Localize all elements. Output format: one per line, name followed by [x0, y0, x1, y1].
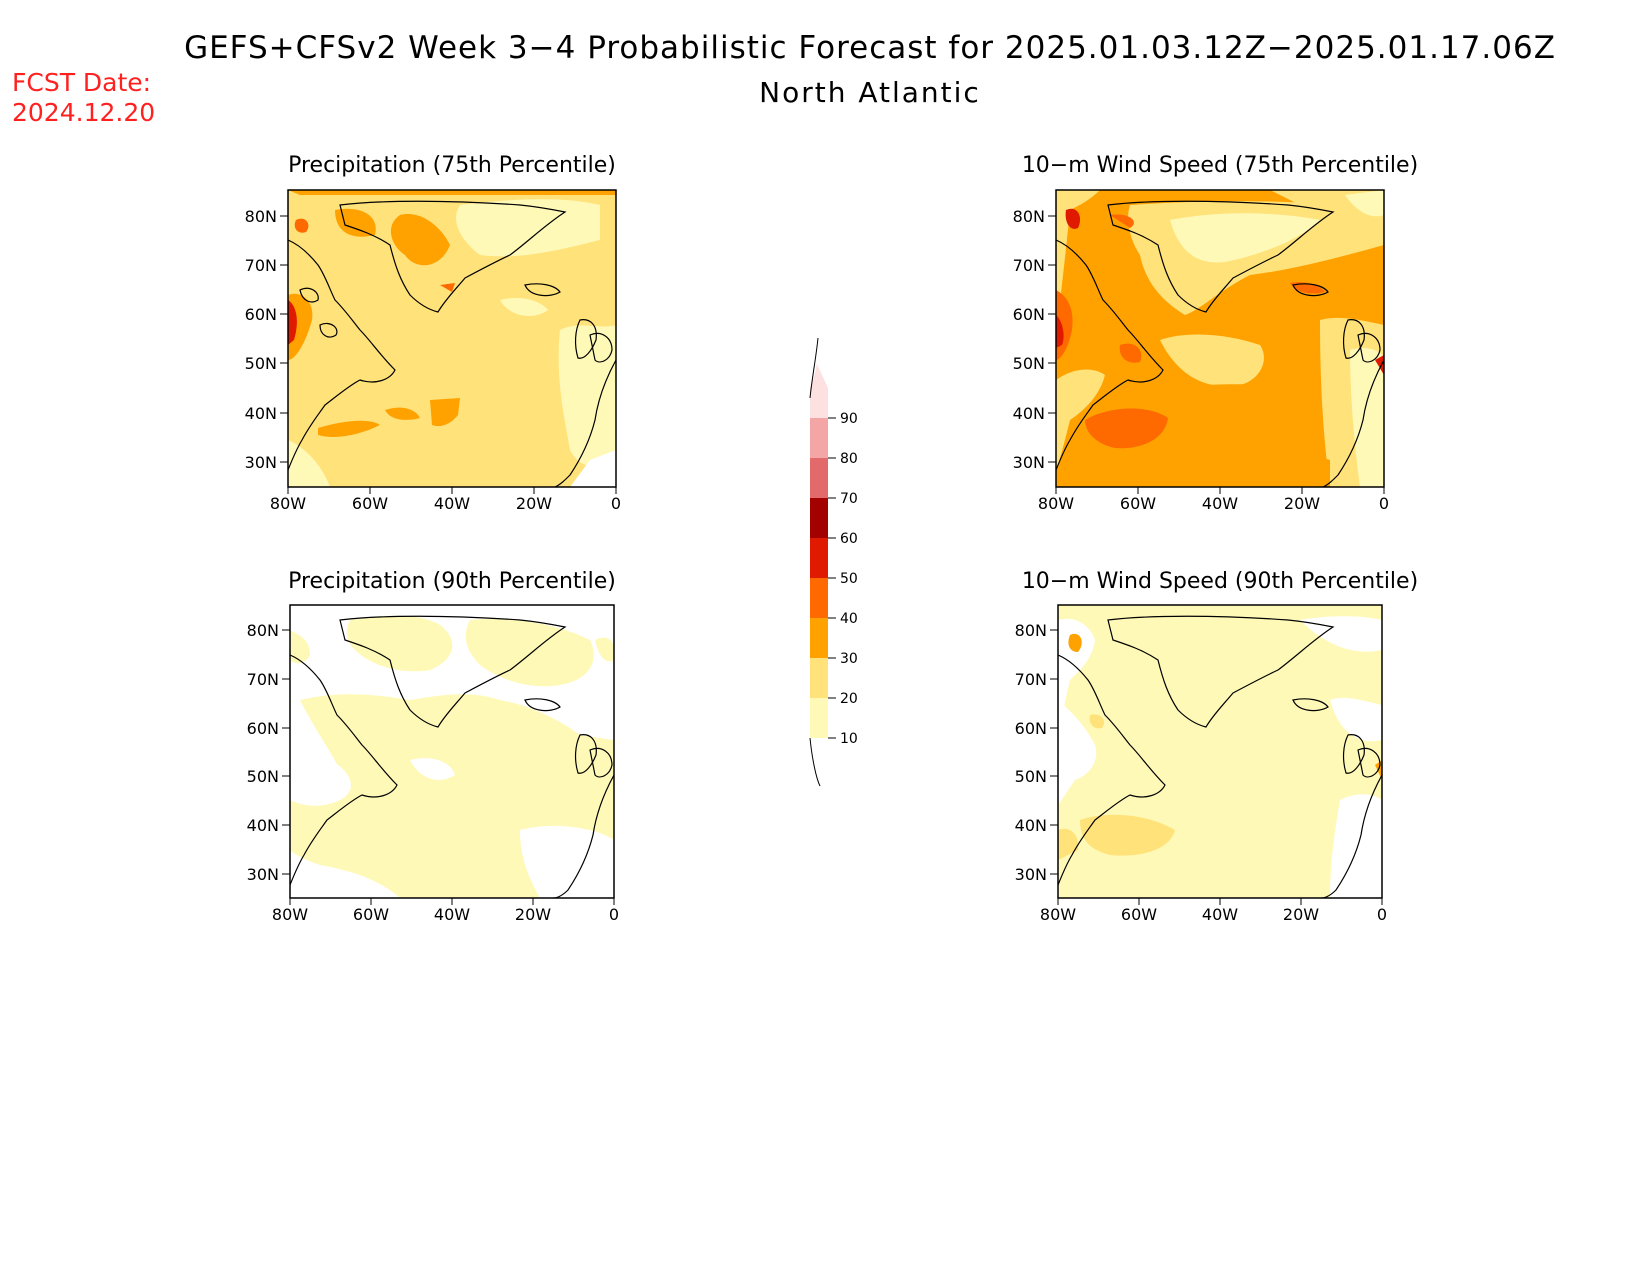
svg-text:20W: 20W: [515, 905, 551, 924]
coastline: [1056, 200, 1384, 487]
page-title: GEFS+CFSv2 Week 3−4 Probabilistic Foreca…: [184, 30, 1556, 66]
svg-text:70N: 70N: [247, 670, 279, 689]
legend-label: 70: [840, 491, 858, 507]
lat-axis: 80N 70N 60N 50N 40N 30N: [1015, 621, 1058, 884]
svg-text:20W: 20W: [1283, 905, 1319, 924]
svg-text:60W: 60W: [1120, 494, 1156, 513]
coastline: [290, 615, 614, 898]
legend-label: 80: [840, 451, 858, 467]
svg-text:80W: 80W: [1040, 905, 1076, 924]
svg-text:30N: 30N: [247, 865, 279, 884]
svg-text:80N: 80N: [245, 207, 277, 226]
svg-text:60N: 60N: [1013, 305, 1045, 324]
svg-text:20W: 20W: [1284, 494, 1320, 513]
legend-swatch: [810, 578, 828, 618]
svg-text:60W: 60W: [353, 905, 389, 924]
panel-title: Precipitation (75th Percentile): [288, 153, 616, 178]
legend-bottom-arrow: [809, 737, 821, 787]
svg-text:60W: 60W: [1121, 905, 1157, 924]
svg-text:30N: 30N: [245, 453, 277, 472]
legend-swatch: [810, 698, 828, 738]
panel-title: Precipitation (90th Percentile): [288, 569, 616, 594]
panel-precip-90: Precipitation (90th Percentile) 80N 70N: [247, 569, 619, 924]
svg-text:40N: 40N: [245, 404, 277, 423]
svg-text:40W: 40W: [1202, 494, 1238, 513]
svg-text:70N: 70N: [245, 256, 277, 275]
legend-swatch: [810, 618, 828, 658]
svg-text:60W: 60W: [352, 494, 388, 513]
svg-text:50N: 50N: [245, 354, 277, 373]
legend-label: 20: [840, 691, 858, 707]
panel-title: 10−m Wind Speed (90th Percentile): [1022, 569, 1418, 594]
legend-swatch: [810, 658, 828, 698]
lon-axis: 80W 60W 40W 20W 0: [1038, 487, 1389, 513]
panel-wind-90: 10−m Wind Speed (90th Percentile) 80N 7: [1015, 569, 1419, 924]
legend-swatch: [810, 458, 828, 498]
svg-text:0: 0: [611, 494, 621, 513]
svg-text:80W: 80W: [1038, 494, 1074, 513]
legend-swatch: [810, 498, 828, 538]
svg-text:40W: 40W: [1202, 905, 1238, 924]
legend-label: 60: [840, 531, 858, 547]
legend-swatch: [810, 538, 828, 578]
svg-text:0: 0: [609, 905, 619, 924]
lon-axis: 80W 60W 40W 20W 0: [272, 898, 619, 924]
svg-text:20W: 20W: [516, 494, 552, 513]
legend-label: 50: [840, 571, 858, 587]
legend-label: 30: [840, 651, 858, 667]
svg-text:60N: 60N: [245, 305, 277, 324]
legend-swatch: [810, 362, 828, 418]
svg-text:60N: 60N: [1015, 719, 1047, 738]
coastline: [1058, 615, 1382, 898]
panel-wind-75: 10−m Wind Speed (75th Percentile): [1013, 153, 1419, 513]
coastline: [288, 200, 616, 487]
legend-label: 10: [840, 731, 858, 747]
svg-text:50N: 50N: [1015, 767, 1047, 786]
precip-90-field: [290, 605, 614, 898]
panel-title: 10−m Wind Speed (75th Percentile): [1022, 153, 1418, 178]
forecast-date-value: 2024.12.20: [12, 98, 156, 127]
svg-text:50N: 50N: [247, 767, 279, 786]
legend-label: 40: [840, 611, 858, 627]
page-subtitle: North Atlantic: [759, 76, 981, 109]
svg-text:0: 0: [1379, 494, 1389, 513]
color-legend: 10 20 30 40 50 60 70 80 90: [809, 337, 858, 787]
panel-precip-75: Precipitation (75th Percentile): [245, 153, 621, 513]
svg-text:80N: 80N: [1013, 207, 1045, 226]
wind-90-field: [1058, 605, 1382, 898]
svg-text:40W: 40W: [434, 494, 470, 513]
forecast-date-label: FCST Date:: [12, 68, 152, 97]
svg-text:70N: 70N: [1015, 670, 1047, 689]
svg-text:70N: 70N: [1013, 256, 1045, 275]
svg-text:80W: 80W: [270, 494, 306, 513]
precip-75-field: [288, 190, 616, 487]
svg-text:40N: 40N: [1015, 816, 1047, 835]
svg-text:30N: 30N: [1015, 865, 1047, 884]
legend-top-arrow: [809, 337, 819, 399]
svg-text:0: 0: [1377, 905, 1387, 924]
svg-text:60N: 60N: [247, 719, 279, 738]
svg-text:40W: 40W: [434, 905, 470, 924]
lat-axis: 80N 70N 60N 50N 40N 30N: [247, 621, 290, 884]
lon-axis: 80W 60W 40W 20W 0: [270, 487, 621, 513]
svg-text:80N: 80N: [247, 621, 279, 640]
forecast-date-block: FCST Date: 2024.12.20: [12, 68, 155, 128]
legend-swatch: [810, 418, 828, 458]
svg-text:40N: 40N: [1013, 404, 1045, 423]
svg-text:80W: 80W: [272, 905, 308, 924]
svg-text:50N: 50N: [1013, 354, 1045, 373]
legend-label: 90: [840, 411, 858, 427]
lat-axis: 80N 70N 60N 50N 40N 30N: [245, 207, 288, 472]
svg-text:40N: 40N: [247, 816, 279, 835]
wind-75-field: [1056, 190, 1384, 487]
svg-text:30N: 30N: [1013, 453, 1045, 472]
lat-axis: 80N 70N 60N 50N 40N 30N: [1013, 207, 1056, 472]
lon-axis: 80W 60W 40W 20W 0: [1040, 898, 1387, 924]
svg-text:80N: 80N: [1015, 621, 1047, 640]
